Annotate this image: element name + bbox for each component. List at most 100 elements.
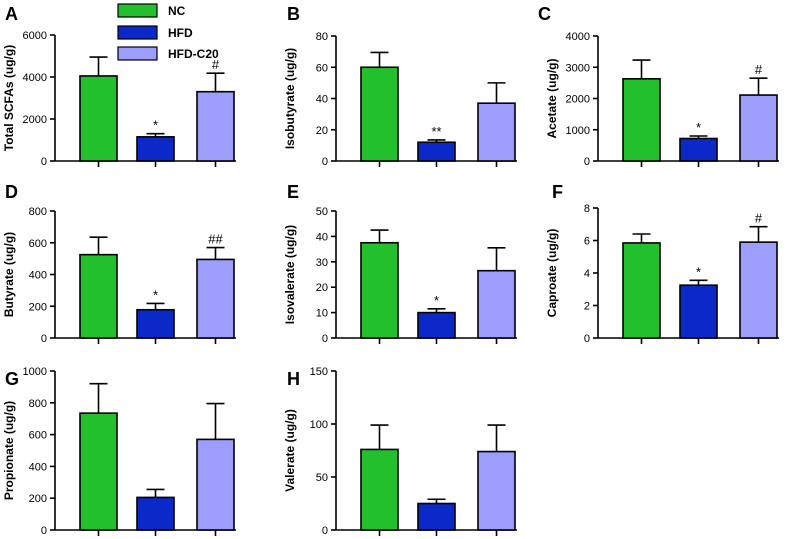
panel-a: A 0 2000 4000 6000 Total SCFAs (ug/g) * # [2, 4, 236, 168]
y-tick-label: 150 [310, 366, 328, 378]
significance-mark: # [212, 57, 220, 72]
y-tick-label: 1000 [23, 366, 47, 378]
y-tick-label: 50 [316, 206, 328, 218]
panel-letter-c: C [538, 4, 551, 24]
panel-letter-e: E [287, 182, 299, 202]
panel-f: F 0 2 4 6 8 Caproate (ug/g) * # [545, 182, 779, 345]
significance-mark: * [153, 118, 158, 133]
bar-hfd-c20 [196, 438, 235, 531]
y-tick-label: 600 [29, 430, 47, 442]
bar-nc [622, 242, 661, 339]
bar-nc [622, 78, 661, 162]
y-tick-label: 0 [41, 333, 47, 345]
significance-mark: # [755, 211, 763, 226]
bar-nc [79, 75, 118, 162]
bar-nc [360, 241, 399, 339]
y-tick-label: 0 [41, 525, 47, 537]
significance-mark: * [696, 120, 701, 135]
panel-b: B 0 20 40 60 80 Isobutyrate (ug/g) ** [283, 4, 517, 168]
bar-hfd [136, 308, 175, 339]
y-tick-label: 200 [29, 301, 47, 313]
y-tick-label: 30 [316, 257, 328, 269]
panel-letter-d: D [5, 182, 18, 202]
y-tick-label: 800 [29, 398, 47, 410]
bar-hfd [417, 502, 456, 531]
panel-c: C 0 1000 2000 3000 4000 Acetate (ug/g) * # [538, 4, 779, 168]
bar-hfd-c20 [477, 102, 516, 162]
bar-hfd [136, 136, 175, 162]
panel-letter-b: B [287, 4, 300, 24]
legend-label-hfd: HFD [168, 26, 193, 40]
significance-mark: * [434, 293, 439, 308]
y-tick-label: 40 [316, 231, 328, 243]
panel-g: G 0 200 400 600 800 1000 Propionate (ug/g) [2, 366, 236, 537]
y-tick-label: 4 [584, 268, 590, 280]
y-tick-label: 800 [29, 206, 47, 218]
y-tick-label: 200 [29, 493, 47, 505]
y-axis-label: Acetate (ug/g) [545, 58, 559, 138]
legend-swatch-hfd [117, 25, 158, 40]
bar-nc [79, 412, 118, 531]
y-tick-label: 80 [316, 31, 328, 43]
y-tick-label: 0 [322, 156, 328, 168]
y-tick-label: 20 [316, 125, 328, 137]
bar-nc [360, 66, 399, 162]
y-tick-label: 60 [316, 62, 328, 74]
y-tick-label: 4000 [23, 72, 47, 84]
bar-hfd [679, 137, 718, 162]
significance-mark: ** [431, 124, 441, 139]
significance-mark: * [696, 264, 701, 279]
y-tick-label: 0 [41, 156, 47, 168]
y-tick-label: 6 [584, 236, 590, 248]
bar-hfd-c20 [739, 94, 778, 162]
y-tick-label: 1000 [566, 125, 590, 137]
y-axis-label: Isovalerate (ug/g) [283, 225, 297, 324]
y-tick-label: 20 [316, 282, 328, 294]
y-tick-label: 4000 [566, 31, 590, 43]
y-tick-label: 0 [584, 333, 590, 345]
legend-swatch-hfd-c20 [117, 46, 158, 61]
y-axis-label: Caproate (ug/g) [545, 229, 559, 318]
bar-hfd [417, 311, 456, 339]
panel-letter-a: A [5, 4, 18, 24]
bar-hfd-c20 [739, 241, 778, 339]
panel-e: E 0 10 20 30 40 50 Isovalerate (ug/g) * [283, 182, 517, 345]
y-tick-label: 8 [584, 203, 590, 215]
bar-hfd-c20 [477, 269, 516, 339]
y-axis-label: Butyrate (ug/g) [2, 232, 16, 317]
bar-nc [79, 253, 118, 339]
bar-nc [360, 448, 399, 531]
y-tick-label: 10 [316, 308, 328, 320]
bar-hfd [417, 141, 456, 162]
panel-letter-h: H [287, 369, 300, 389]
legend: NC HFD HFD-C20 [117, 3, 219, 61]
y-tick-label: 400 [29, 270, 47, 282]
y-tick-label: 3000 [566, 62, 590, 74]
y-tick-label: 2000 [23, 114, 47, 126]
y-tick-label: 0 [322, 333, 328, 345]
y-axis-label: Total SCFAs (ug/g) [2, 45, 16, 151]
legend-swatch-nc [117, 3, 158, 18]
bar-hfd-c20 [477, 450, 516, 531]
panel-letter-f: F [552, 182, 563, 202]
bar-hfd [136, 496, 175, 531]
y-tick-label: 2000 [566, 94, 590, 106]
y-tick-label: 400 [29, 461, 47, 473]
y-tick-label: 2 [584, 301, 590, 313]
y-tick-label: 0 [322, 525, 328, 537]
y-axis-label: Isobutyrate (ug/g) [283, 48, 297, 149]
y-tick-label: 600 [29, 238, 47, 250]
legend-label-nc: NC [168, 4, 186, 18]
significance-mark: * [153, 287, 158, 302]
y-tick-label: 40 [316, 94, 328, 106]
significance-mark: # [755, 62, 763, 77]
bar-hfd-c20 [196, 258, 235, 339]
bar-hfd-c20 [196, 90, 235, 162]
legend-label-hfd-c20: HFD-C20 [168, 47, 219, 61]
y-axis-label: Valerate (ug/g) [283, 409, 297, 492]
panel-h: H 0 50 100 150 Valerate (ug/g) [283, 366, 517, 537]
y-axis-label: Propionate (ug/g) [2, 401, 16, 500]
bar-hfd [679, 284, 718, 339]
y-tick-label: 50 [316, 472, 328, 484]
